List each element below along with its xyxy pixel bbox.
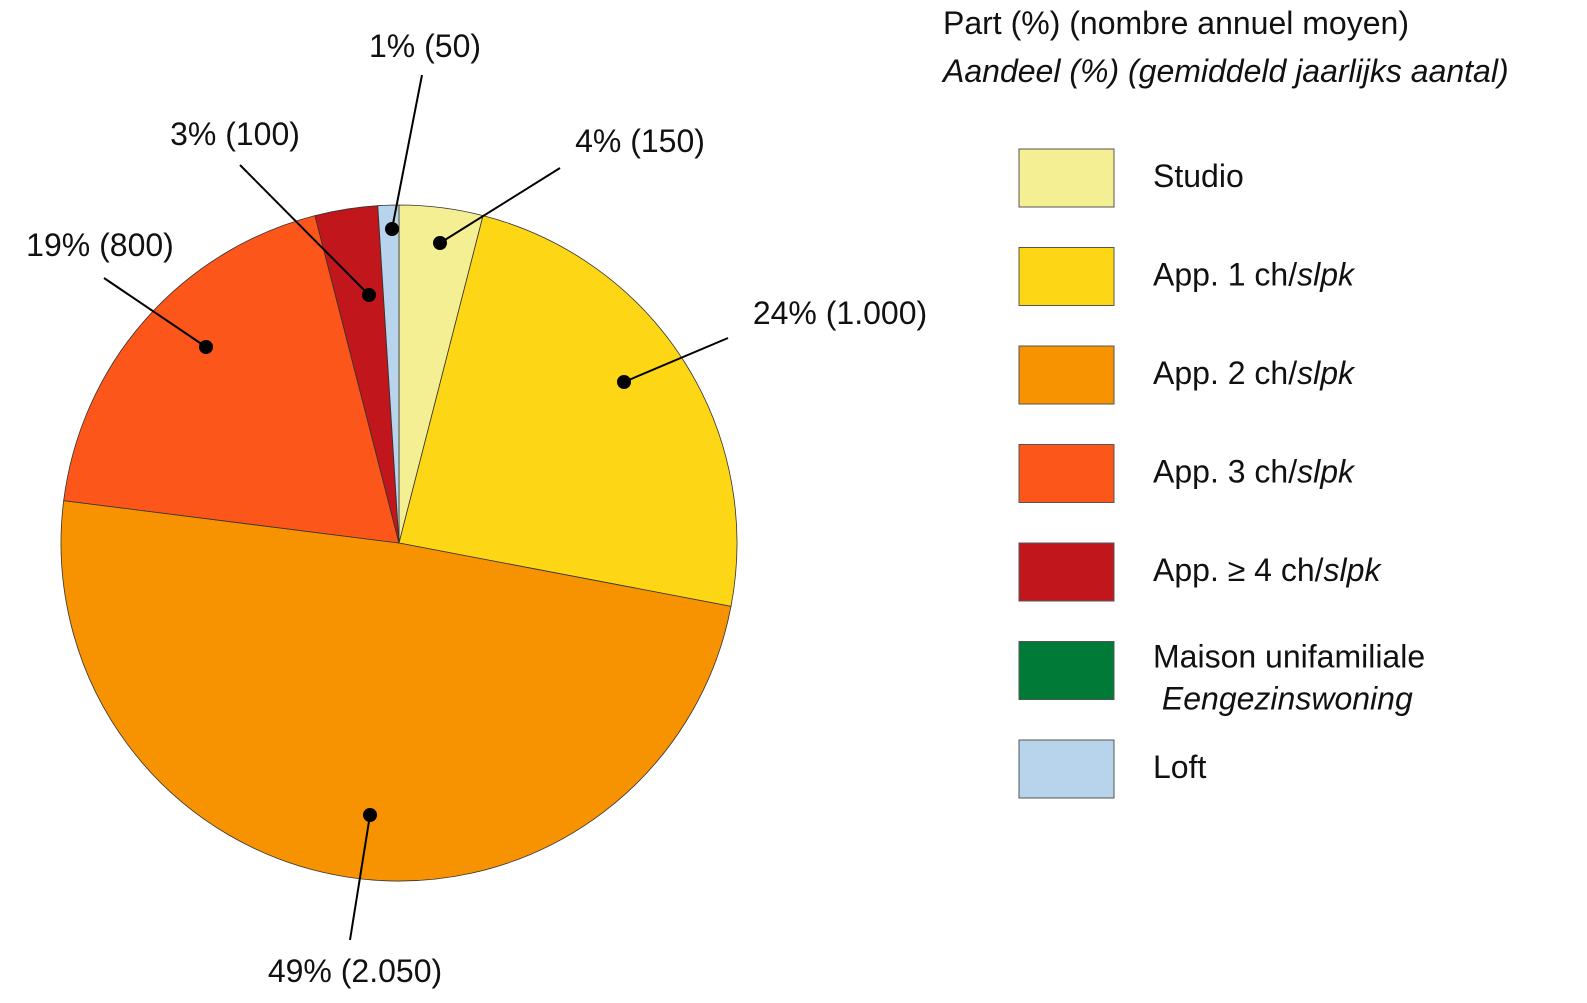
legend-label: App. 3 ch/slpk <box>1153 454 1356 490</box>
pie-slice <box>63 215 400 544</box>
chart-subtitle: Aandeel (%) (gemiddeld jaarlijks aantal) <box>941 53 1509 89</box>
leader-line <box>239 164 370 296</box>
legend-swatch <box>1018 444 1115 503</box>
leader-line <box>391 74 423 230</box>
pie-slice <box>60 500 732 882</box>
leader-dot <box>362 288 376 302</box>
legend-label: App. 1 ch/slpk <box>1153 257 1356 293</box>
legend-label: Studio <box>1153 158 1244 194</box>
leader-dot <box>433 236 447 250</box>
legend-label: App. ≥ 4 ch/slpk <box>1153 552 1382 588</box>
data-label: 3% (100) <box>170 116 300 152</box>
leader-line <box>349 814 371 941</box>
chart-title: Part (%) (nombre annuel moyen) <box>943 5 1409 41</box>
leader-line <box>623 337 729 383</box>
leader-line <box>103 277 207 348</box>
legend-swatch <box>1018 345 1115 405</box>
legend-swatch <box>1018 247 1115 306</box>
legend-swatch <box>1018 148 1115 208</box>
legend-label: Loft <box>1153 749 1206 785</box>
legend-swatch <box>1018 542 1115 602</box>
leader-dot <box>617 375 631 389</box>
data-label: 24% (1.000) <box>753 295 927 331</box>
leader-dot <box>385 222 399 236</box>
data-label: 1% (50) <box>369 28 481 64</box>
leader-dot <box>363 808 377 822</box>
legend-swatch <box>1018 641 1115 700</box>
legend-label: App. 2 ch/slpk <box>1153 355 1356 391</box>
pie-slice <box>377 204 400 544</box>
data-label: 19% (800) <box>26 227 174 263</box>
data-label: 4% (150) <box>575 123 705 159</box>
leader-dot <box>199 340 213 354</box>
leader-line <box>439 167 561 244</box>
data-label: 49% (2.050) <box>268 953 442 989</box>
pie-slice <box>398 215 738 607</box>
legend-swatch <box>1018 739 1115 799</box>
legend-label: Maison unifamiliale Eengezinswoning <box>1153 639 1425 717</box>
